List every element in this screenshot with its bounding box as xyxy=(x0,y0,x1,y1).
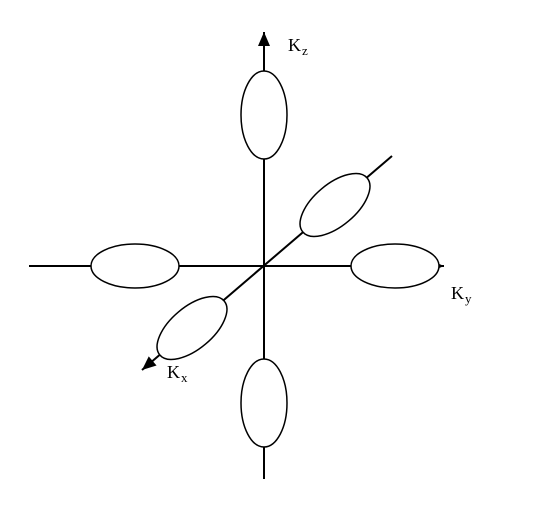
ellipse-bottom xyxy=(241,359,287,447)
ellipse-right xyxy=(351,244,439,288)
ellipse-top xyxy=(241,71,287,159)
k-space-ellipsoids-diagram xyxy=(0,0,557,532)
ellipse-left xyxy=(91,244,179,288)
axis-label-kz: Kz xyxy=(288,35,308,56)
ellipse-front xyxy=(146,285,237,371)
axis-label-kx: Kx xyxy=(167,362,188,383)
axis-label-ky: Ky xyxy=(451,283,472,304)
ellipse-back xyxy=(289,162,380,248)
